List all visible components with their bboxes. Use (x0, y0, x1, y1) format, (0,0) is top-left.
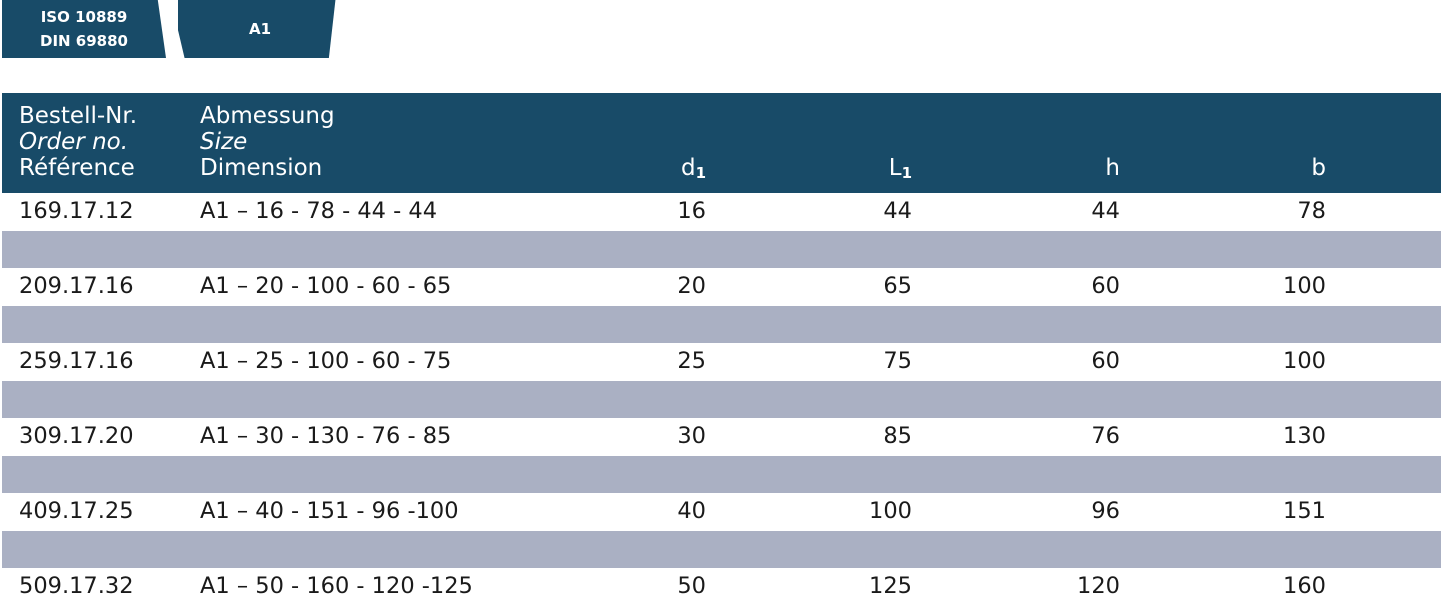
b-value: 100 (1283, 348, 1326, 374)
d1-value: 40 (677, 498, 706, 524)
header-order-en: Order no. (19, 129, 129, 155)
table-row: 309.17.20 A1 – 30 - 130 - 76 - 85 30 85 … (2, 418, 1441, 456)
header-h: h (1105, 155, 1120, 181)
d1-value: 25 (677, 348, 706, 374)
stripe-row (2, 455, 1441, 493)
order-number: 509.17.32 (19, 573, 134, 599)
order-number: 409.17.25 (19, 498, 134, 524)
l1-value: 85 (883, 423, 912, 449)
h-value: 60 (1091, 273, 1120, 299)
product-table: Bestell-Nr. Order no. Référence Abmessun… (2, 93, 1441, 606)
b-value: 100 (1283, 273, 1326, 299)
stripe-row (2, 530, 1441, 568)
l1-value: 75 (883, 348, 912, 374)
table-header: Bestell-Nr. Order no. Référence Abmessun… (2, 93, 1441, 193)
l1-value: 125 (869, 573, 912, 599)
header-size-en: Size (200, 129, 248, 155)
order-number: 209.17.16 (19, 273, 134, 299)
b-value: 160 (1283, 573, 1326, 599)
size-designation: A1 – 30 - 130 - 76 - 85 (200, 423, 452, 449)
header-order-no: Bestell-Nr. Order no. Référence (19, 103, 137, 181)
table-row: 209.17.16 A1 – 20 - 100 - 60 - 65 20 65 … (2, 268, 1441, 306)
form-tag: A1 (178, 0, 336, 58)
standard-iso-label: ISO 10889 (40, 8, 128, 26)
order-number: 259.17.16 (19, 348, 134, 374)
header-order-fr: Référence (19, 155, 135, 181)
size-designation: A1 – 20 - 100 - 60 - 65 (200, 273, 452, 299)
header-b: b (1311, 155, 1326, 181)
header-size: Abmessung Size Dimension (200, 103, 335, 181)
size-designation: A1 – 50 - 160 - 120 -125 (200, 573, 473, 599)
header-l1: L1 (888, 155, 912, 182)
size-designation: A1 – 40 - 151 - 96 -100 (200, 498, 459, 524)
d1-value: 50 (677, 573, 706, 599)
l1-value: 100 (869, 498, 912, 524)
stripe-row (2, 305, 1441, 343)
header-size-de: Abmessung (200, 103, 335, 129)
h-value: 44 (1091, 198, 1120, 224)
l1-value: 65 (883, 273, 912, 299)
table-row: 259.17.16 A1 – 25 - 100 - 60 - 75 25 75 … (2, 343, 1441, 381)
size-designation: A1 – 16 - 78 - 44 - 44 (200, 198, 438, 224)
h-value: 120 (1077, 573, 1120, 599)
h-value: 76 (1091, 423, 1120, 449)
stripe-row (2, 380, 1441, 418)
order-number: 309.17.20 (19, 423, 134, 449)
stripe-row (2, 230, 1441, 268)
d1-value: 16 (677, 198, 706, 224)
size-designation: A1 – 25 - 100 - 60 - 75 (200, 348, 452, 374)
l1-value: 44 (883, 198, 912, 224)
order-number: 169.17.12 (19, 198, 134, 224)
b-value: 151 (1283, 498, 1326, 524)
d1-value: 30 (677, 423, 706, 449)
header-d1: d1 (680, 155, 706, 182)
b-value: 78 (1297, 198, 1326, 224)
table-row: 409.17.25 A1 – 40 - 151 - 96 -100 40 100… (2, 493, 1441, 531)
standard-din-label: DIN 69880 (40, 32, 128, 50)
b-value: 130 (1283, 423, 1326, 449)
h-value: 60 (1091, 348, 1120, 374)
header-size-fr: Dimension (200, 155, 323, 181)
table-row: 509.17.32 A1 – 50 - 160 - 120 -125 50 12… (2, 568, 1441, 606)
d1-value: 20 (677, 273, 706, 299)
table-row: 169.17.12 A1 – 16 - 78 - 44 - 44 16 44 4… (2, 193, 1441, 231)
header-order-de: Bestell-Nr. (19, 103, 138, 129)
h-value: 96 (1091, 498, 1120, 524)
standard-tag: ISO 10889 DIN 69880 (2, 0, 166, 58)
form-label: A1 (248, 20, 272, 38)
